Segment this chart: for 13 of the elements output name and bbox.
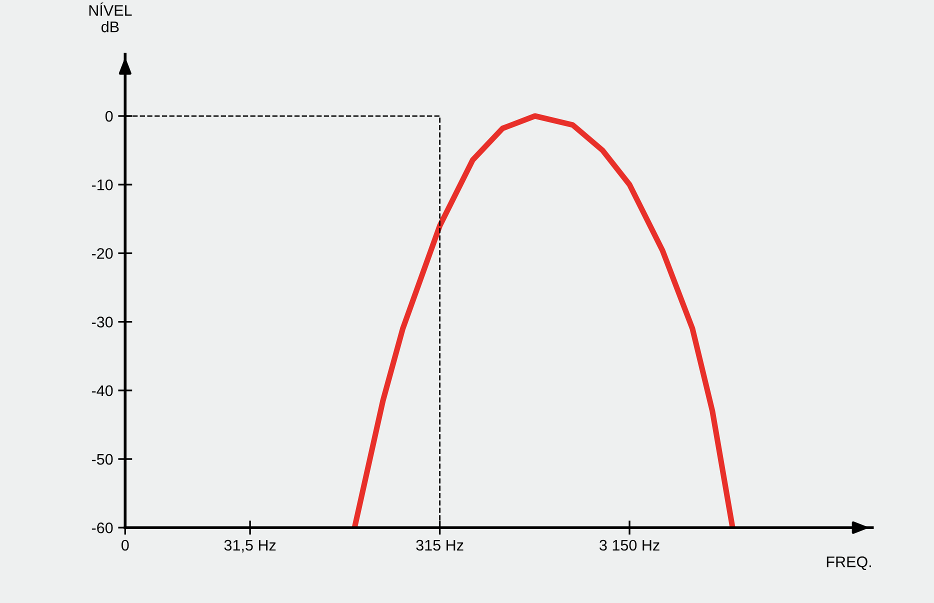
- y-tick-label: -50: [92, 454, 113, 465]
- x-tick-label: 31,5 Hz: [224, 540, 276, 552]
- y-tick-label: 0: [105, 110, 113, 122]
- y-tick-label: -10: [92, 179, 113, 190]
- x-tick-label: 0: [122, 540, 129, 551]
- x-axis-title: FREQ.: [826, 556, 871, 570]
- y-axis-title: NÍVEL dB: [89, 2, 132, 32]
- y-tick-label: -40: [92, 385, 113, 396]
- y-tick-label: -30: [92, 316, 113, 328]
- y-tick-label: -60: [92, 522, 113, 534]
- x-tick-label: 3 150 Hz: [600, 540, 660, 551]
- y-tick-label: -20: [92, 248, 113, 259]
- x-tick-label: 315 Hz: [416, 540, 464, 551]
